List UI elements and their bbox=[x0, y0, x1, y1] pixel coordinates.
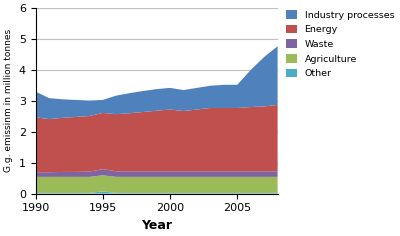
X-axis label: Year: Year bbox=[141, 219, 172, 232]
Legend: Industry processes, Energy, Waste, Agriculture, Other: Industry processes, Energy, Waste, Agric… bbox=[285, 9, 395, 79]
Y-axis label: G.g. emissinm in million tonnes: G.g. emissinm in million tonnes bbox=[4, 29, 13, 173]
